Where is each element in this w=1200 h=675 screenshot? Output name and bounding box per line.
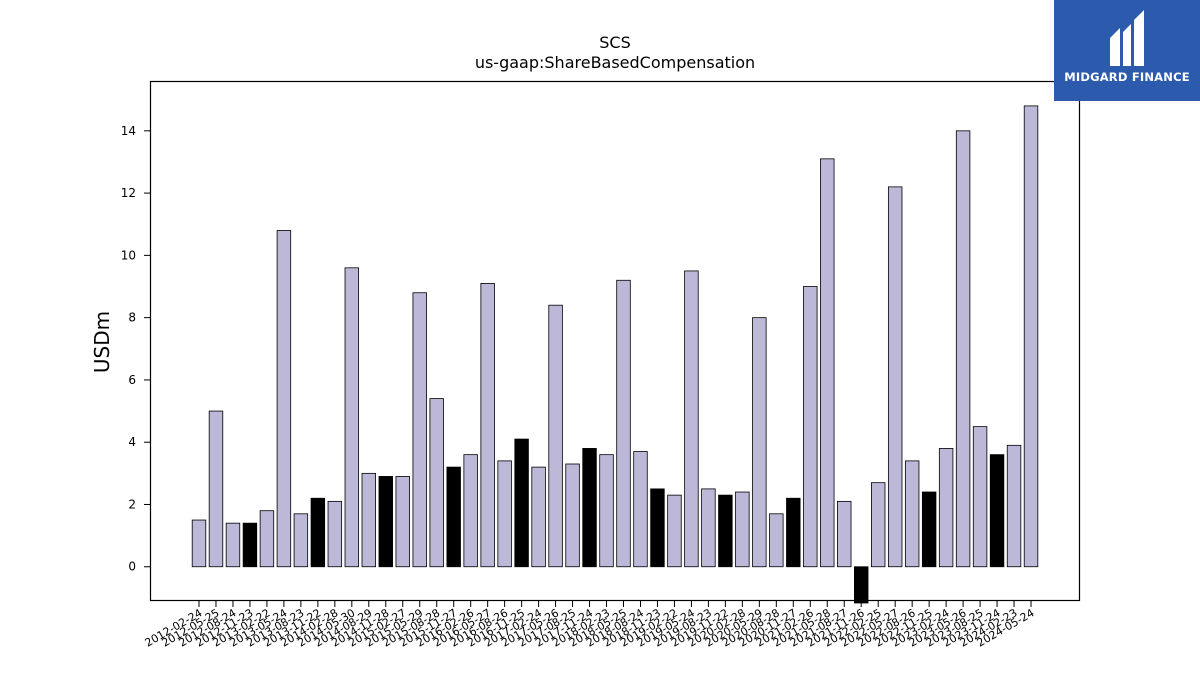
y-tick-label: 2	[128, 497, 136, 511]
bar-2020-02-28	[735, 491, 750, 568]
chart-subtitle: us-gaap:ShareBasedCompensation	[475, 53, 755, 72]
y-tick-label: 6	[128, 373, 136, 387]
chart-title: SCS	[599, 33, 630, 52]
bar-2012-08-24	[225, 522, 241, 568]
y-tick-label: 8	[128, 311, 136, 325]
bar-2023-11-24	[989, 454, 1005, 568]
bar-2019-05-24	[684, 270, 699, 568]
bar-2015-05-29	[412, 292, 427, 568]
bar-2014-11-28	[378, 476, 393, 568]
bar-2022-08-26	[904, 460, 920, 568]
bar-2017-05-26	[548, 304, 563, 568]
bar-2012-05-25	[208, 410, 224, 568]
bar-2016-02-26	[463, 454, 478, 568]
bar-2017-08-25	[565, 463, 580, 568]
bar-2020-05-29	[752, 317, 767, 568]
midgard-logo-icon	[1110, 10, 1144, 66]
y-axis-label: USDm	[90, 311, 114, 373]
bar-2014-08-29	[361, 472, 377, 568]
bars-group	[191, 105, 1039, 604]
bar-2019-11-22	[718, 494, 733, 568]
bar-2012-02-24	[191, 519, 207, 568]
bar-2016-08-26	[497, 460, 512, 568]
bar-2023-02-24	[938, 448, 954, 568]
bar-2018-11-23	[650, 488, 665, 568]
bar-2018-02-23	[599, 454, 614, 568]
bar-2017-11-24	[582, 448, 597, 568]
x-axis-ticks: 2012-02-242012-05-252012-08-242012-11-23…	[143, 601, 1037, 650]
bar-2022-11-25	[921, 491, 937, 568]
bar-2013-05-24	[276, 230, 292, 568]
logo-text: MIDGARD FINANCE	[1064, 70, 1190, 84]
bar-2022-05-27	[887, 186, 903, 568]
bar-2017-02-24	[531, 466, 546, 568]
bar-2013-08-23	[293, 513, 309, 568]
bar-2015-08-28	[429, 398, 444, 568]
bar-2013-11-22	[310, 497, 326, 568]
bar-2014-02-28	[327, 500, 343, 568]
bar-2013-02-22	[259, 510, 275, 568]
bar-2019-02-22	[667, 494, 682, 568]
y-tick-label: 4	[128, 435, 136, 449]
bar-2021-11-26	[854, 566, 869, 604]
bar-2024-05-24	[1023, 105, 1039, 568]
bar-2018-05-25	[616, 279, 631, 568]
bar-2015-02-27	[395, 476, 410, 568]
bar-2021-05-28	[820, 158, 835, 568]
bar-2021-02-26	[803, 286, 818, 568]
y-axis-ticks: 0 2 4 6 8 10 12 14	[121, 124, 150, 574]
bar-2020-08-28	[769, 513, 784, 568]
y-tick-label: 0	[128, 560, 136, 574]
y-tick-label: 14	[121, 124, 136, 138]
bar-2012-11-23	[242, 522, 258, 568]
bar-2016-11-25	[514, 438, 529, 568]
bar-2021-08-27	[837, 500, 852, 568]
bar-2018-08-24	[633, 451, 648, 568]
y-tick-label: 12	[121, 186, 136, 200]
bar-2015-11-27	[446, 466, 461, 568]
bar-2023-08-25	[972, 426, 988, 568]
y-tick-label: 10	[121, 248, 136, 262]
bar-2016-05-27	[480, 282, 495, 568]
bar-2024-02-23	[1006, 444, 1022, 568]
plot-frame	[149, 80, 1081, 602]
bar-2014-05-30	[344, 267, 360, 568]
bar-2022-02-25	[871, 482, 886, 568]
bar-2019-08-23	[701, 488, 716, 568]
bar-2023-05-26	[955, 130, 971, 568]
bar-2020-11-27	[786, 497, 801, 568]
midgard-finance-logo: MIDGARD FINANCE	[1054, 0, 1200, 101]
